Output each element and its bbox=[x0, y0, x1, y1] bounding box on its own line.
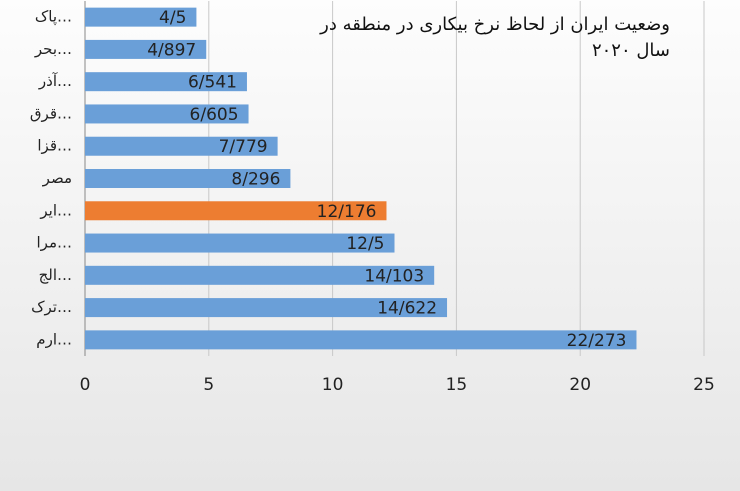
bar bbox=[85, 265, 435, 285]
y-tick-label: ترک… bbox=[31, 298, 72, 316]
y-tick-label: ایر… bbox=[39, 201, 72, 219]
y-tick-label: مصر bbox=[42, 169, 72, 187]
chart-title: وضعیت ایران از لحاظ نرخ بیکاری در منطقه … bbox=[320, 14, 670, 61]
bar bbox=[85, 136, 278, 156]
y-tick-label: پاک… bbox=[35, 8, 72, 27]
x-tick-label: 15 bbox=[446, 375, 468, 395]
value-label: 22/273 bbox=[567, 331, 627, 351]
value-label: 12/176 bbox=[317, 202, 377, 222]
value-label: 6/605 bbox=[190, 105, 239, 125]
value-label: 4/897 bbox=[147, 40, 196, 60]
bar bbox=[85, 201, 387, 221]
y-tick-label: آذر… bbox=[38, 72, 72, 90]
value-label: 14/622 bbox=[377, 299, 437, 319]
bar bbox=[85, 72, 247, 92]
y-tick-label: ارم… bbox=[36, 330, 72, 348]
bar bbox=[85, 330, 637, 350]
x-tick-label: 0 bbox=[80, 375, 91, 395]
x-tick-label: 20 bbox=[569, 375, 591, 395]
bar bbox=[85, 298, 448, 318]
y-tick-label: قزا… bbox=[37, 137, 72, 155]
value-label: 12/5 bbox=[346, 234, 384, 254]
x-tick-label: 25 bbox=[693, 375, 715, 395]
bar bbox=[85, 169, 291, 188]
value-label: 8/296 bbox=[231, 170, 280, 190]
bar bbox=[85, 7, 197, 27]
y-tick-label: قرق… bbox=[30, 104, 72, 122]
value-label: 6/541 bbox=[188, 73, 237, 93]
value-label: 14/103 bbox=[364, 266, 424, 286]
bar bbox=[85, 39, 207, 59]
x-tick-label: 5 bbox=[203, 375, 214, 395]
y-tick-label: الج… bbox=[39, 266, 72, 284]
value-label: 4/5 bbox=[159, 8, 186, 28]
y-tick-label: مرا… bbox=[37, 234, 72, 252]
y-tick-label: بحر… bbox=[34, 40, 72, 58]
value-label: 7/779 bbox=[219, 137, 268, 157]
bar bbox=[85, 233, 395, 253]
bar bbox=[85, 104, 249, 124]
x-tick-label: 10 bbox=[322, 375, 344, 395]
